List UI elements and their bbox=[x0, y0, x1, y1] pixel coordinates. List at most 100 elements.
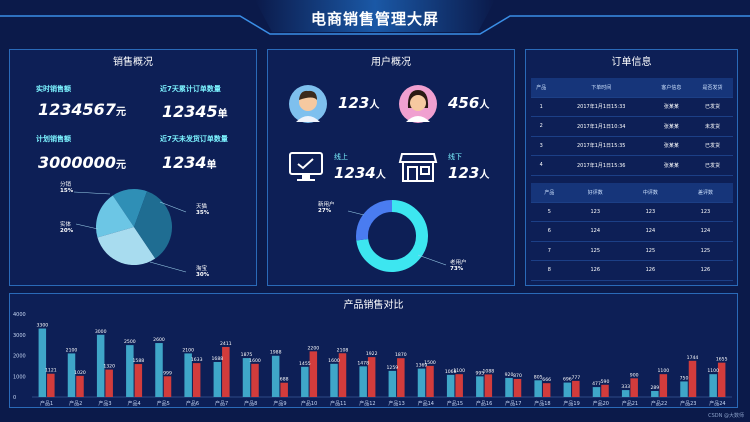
bar-value-label: 477 bbox=[592, 381, 601, 387]
x-tick-label: 产品7 bbox=[215, 400, 228, 407]
orders7-value: 12345单 bbox=[162, 102, 228, 121]
bar-value-label: 995 bbox=[475, 370, 484, 376]
review-cell: 126 bbox=[567, 260, 623, 281]
bar-series-a bbox=[446, 374, 455, 397]
x-tick-label: 产品14 bbox=[418, 400, 434, 407]
pie-label-tianmao: 天猫 35% bbox=[196, 204, 210, 216]
store-icon bbox=[398, 153, 438, 182]
bar-series-a bbox=[563, 382, 572, 397]
bar-series-b bbox=[542, 383, 551, 397]
review-cell: 123 bbox=[567, 202, 623, 222]
bar-value-label: 1600 bbox=[328, 358, 340, 364]
pie-leader-line bbox=[75, 223, 99, 230]
bar-value-label: 1100 bbox=[453, 368, 465, 374]
male-count: 123人 bbox=[338, 94, 380, 112]
bar-value-label: 1688 bbox=[211, 356, 223, 362]
x-tick-label: 产品10 bbox=[301, 400, 317, 407]
x-tick-label: 产品23 bbox=[680, 400, 696, 407]
orders-table: 产品 下单时间 客户信息 是否发货 1 2017年1月1日15:33 张某某 已发货 2… bbox=[531, 78, 733, 176]
bar-value-label: 2108 bbox=[337, 347, 349, 353]
review-cell: 124 bbox=[567, 221, 623, 242]
x-tick-label: 产品6 bbox=[186, 400, 199, 407]
orders-cell: 已发货 bbox=[691, 155, 733, 176]
orders-cell: 已发货 bbox=[691, 97, 733, 117]
orders-col-header: 产品 bbox=[531, 78, 552, 98]
unshipped-label: 近7天未发货订单数量 bbox=[160, 135, 228, 143]
bar-series-b bbox=[426, 365, 434, 397]
plan-sales-value: 3000000元 bbox=[38, 153, 126, 172]
female-avatar-icon bbox=[399, 85, 437, 123]
bar-series-b bbox=[717, 362, 726, 397]
bar-series-a bbox=[534, 380, 542, 397]
bar-value-label: 289 bbox=[650, 385, 659, 391]
x-tick-label: 产品4 bbox=[127, 400, 140, 407]
bar-value-label: 3300 bbox=[36, 323, 48, 329]
y-tick-label: 2000 bbox=[13, 354, 26, 360]
bar-value-label: 1988 bbox=[270, 350, 282, 356]
pie-label-fenxiao: 分销 15% bbox=[60, 182, 74, 194]
bar-value-label: 688 bbox=[280, 377, 289, 383]
x-tick-label: 产品21 bbox=[622, 400, 638, 407]
bar-value-label: 1088 bbox=[482, 368, 494, 374]
donut-label-old: 老用户 73% bbox=[450, 260, 467, 272]
bar-series-b bbox=[484, 374, 493, 397]
bar-series-b bbox=[601, 384, 609, 397]
y-tick-label: 4000 bbox=[13, 312, 26, 318]
y-tick-label: 1000 bbox=[13, 374, 26, 380]
orders-cell: 已发货 bbox=[691, 136, 733, 156]
pie-label-shiti: 实体 20% bbox=[60, 222, 74, 234]
header-banner: 电商销售管理大屏 bbox=[0, 0, 750, 42]
x-tick-label: 产品2 bbox=[69, 400, 82, 407]
donut-label-new: 新用户 27% bbox=[318, 202, 335, 214]
orders-col-header: 下单时间 bbox=[551, 78, 651, 98]
pie-leader-line bbox=[149, 261, 187, 273]
bar-value-label: 696 bbox=[563, 377, 572, 383]
review-cell: 126 bbox=[677, 260, 733, 281]
pie-label-taobao: 淘宝 30% bbox=[196, 266, 210, 278]
bar-value-label: 920 bbox=[505, 372, 514, 378]
bar-value-label: 2600 bbox=[153, 337, 165, 343]
orders-row: 4 2017年1月1日15:36 张某某 已发货 bbox=[531, 155, 733, 176]
x-tick-label: 产品9 bbox=[273, 400, 286, 407]
bar-value-label: 2100 bbox=[182, 347, 194, 353]
sales-panel-title: 销售概况 bbox=[113, 57, 153, 68]
review-cell: 123 bbox=[677, 202, 733, 222]
bar-value-label: 805 bbox=[534, 374, 543, 380]
x-tick-label: 产品24 bbox=[709, 400, 725, 407]
product-bar-chart: 4000300020001000033001121产品121001020产品23… bbox=[13, 312, 732, 407]
y-tick-label: 3000 bbox=[13, 333, 26, 339]
bar-value-label: 1600 bbox=[249, 358, 261, 364]
bar-series-a bbox=[67, 353, 76, 397]
unshipped-value: 1234单 bbox=[162, 153, 217, 172]
page-title: 电商销售管理大屏 bbox=[310, 10, 439, 28]
bar-series-b bbox=[76, 375, 84, 397]
review-cell: 7 bbox=[531, 241, 568, 261]
bar-value-label: 1500 bbox=[424, 360, 436, 366]
donut-segment-0 bbox=[356, 200, 428, 272]
orders-cell: 张某某 bbox=[650, 116, 692, 137]
bar-value-label: 2100 bbox=[66, 347, 78, 353]
bar-series-b bbox=[134, 364, 143, 397]
bar-value-label: 333 bbox=[621, 384, 630, 390]
header-frame bbox=[0, 0, 750, 35]
bar-value-label: 1020 bbox=[74, 370, 86, 376]
x-tick-label: 产品18 bbox=[534, 400, 550, 407]
review-row: 5 123 123 123 bbox=[531, 202, 733, 222]
female-count: 456人 bbox=[448, 94, 490, 112]
x-tick-label: 产品11 bbox=[330, 400, 346, 407]
bar-series-b bbox=[47, 373, 55, 397]
bar-series-a bbox=[709, 374, 717, 397]
bar-series-b bbox=[163, 376, 172, 397]
x-tick-label: 产品3 bbox=[98, 400, 111, 407]
orders-cell: 张某某 bbox=[650, 155, 692, 176]
bar-series-a bbox=[126, 345, 134, 397]
donut-leader-line bbox=[417, 254, 447, 266]
bar-value-label: 590 bbox=[601, 379, 610, 385]
product-bar-panel: 产品销售对比 4000 3000 2000 1000 0 3300 1121 产品1 2100 1… bbox=[9, 293, 738, 408]
orders-cell: 1 bbox=[531, 97, 552, 117]
bar-series-b bbox=[280, 382, 288, 397]
bar-value-label: 999 bbox=[163, 370, 172, 376]
orders-cell: 3 bbox=[531, 136, 552, 156]
bar-series-a bbox=[592, 387, 601, 397]
bar-value-label: 2411 bbox=[220, 341, 232, 347]
